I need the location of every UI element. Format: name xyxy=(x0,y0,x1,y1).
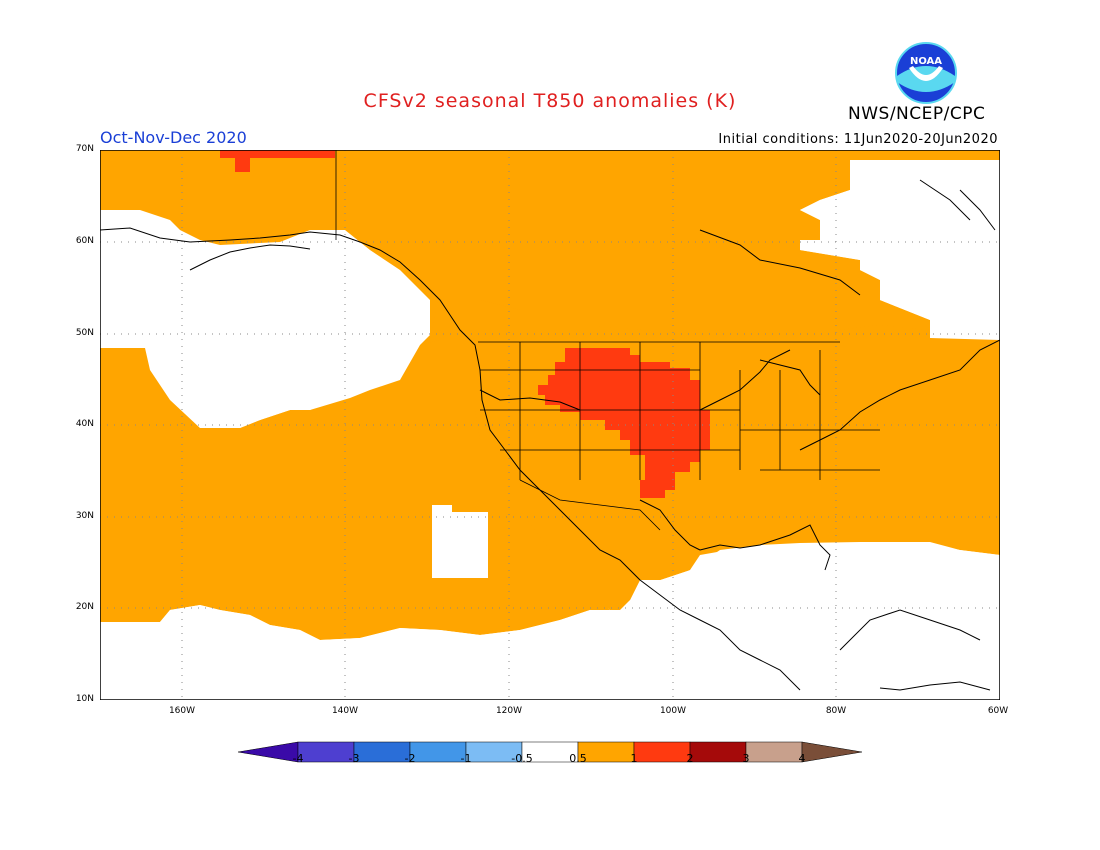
map-title: CFSv2 seasonal T850 anomalies (K) xyxy=(363,90,737,112)
colorbar-label-3: 3 xyxy=(742,752,750,765)
political-borders xyxy=(335,150,880,531)
lat-label-40n: 40N xyxy=(75,419,94,429)
colorbar-label-4: 4 xyxy=(798,752,806,765)
lon-label-60w: 60W xyxy=(987,706,1009,716)
lon-label-100w: 100W xyxy=(659,706,687,716)
colorbar-label-neg1: -1 xyxy=(460,752,472,765)
lon-label-80w: 80W xyxy=(825,706,847,716)
lat-label-20n: 20N xyxy=(75,602,94,612)
season-label: Oct-Nov-Dec 2020 xyxy=(100,128,247,147)
lon-label-160w: 160W xyxy=(168,706,196,716)
colorbar-label-05: 0.5 xyxy=(569,752,587,765)
colorbar-segment-high-arrow xyxy=(801,741,862,763)
neutral-region-northeast xyxy=(800,165,1000,340)
colorbar-label-neg05: -0.5 xyxy=(511,752,533,765)
anomaly-region-red-north-edge xyxy=(220,150,335,172)
lat-lon-grid xyxy=(100,150,1000,700)
neutral-region-caribbean xyxy=(620,542,1000,700)
colorbar-label-neg4: -4 xyxy=(292,752,304,765)
colorbar-label-neg2: -2 xyxy=(404,752,416,765)
lat-label-30n: 30N xyxy=(75,511,94,521)
noaa-logo: NOAA xyxy=(895,42,957,104)
noaa-logo-text: NOAA xyxy=(910,56,942,67)
anomaly-region-red-central xyxy=(538,348,710,498)
lat-label-10n: 10N xyxy=(75,694,94,704)
anomaly-map xyxy=(100,150,1000,700)
lon-label-140w: 140W xyxy=(331,706,359,716)
lat-label-50n: 50N xyxy=(75,328,94,338)
lat-label-60n: 60N xyxy=(75,236,94,246)
color-scale-bar xyxy=(238,741,862,763)
lon-label-120w: 120W xyxy=(495,706,523,716)
initial-conditions-label: Initial conditions: 11Jun2020-20Jun2020 xyxy=(718,132,998,147)
agency-label: NWS/NCEP/CPC xyxy=(848,104,986,124)
neutral-region-south-pacific xyxy=(100,605,630,700)
colorbar-label-neg3: -3 xyxy=(348,752,360,765)
neutral-region-north-pacific xyxy=(100,210,430,428)
coastlines xyxy=(100,179,1000,691)
neutral-region-pacific-hole xyxy=(432,505,488,578)
colorbar-label-1: 1 xyxy=(630,752,638,765)
lat-label-70n: 70N xyxy=(75,144,94,154)
colorbar-label-2: 2 xyxy=(686,752,694,765)
